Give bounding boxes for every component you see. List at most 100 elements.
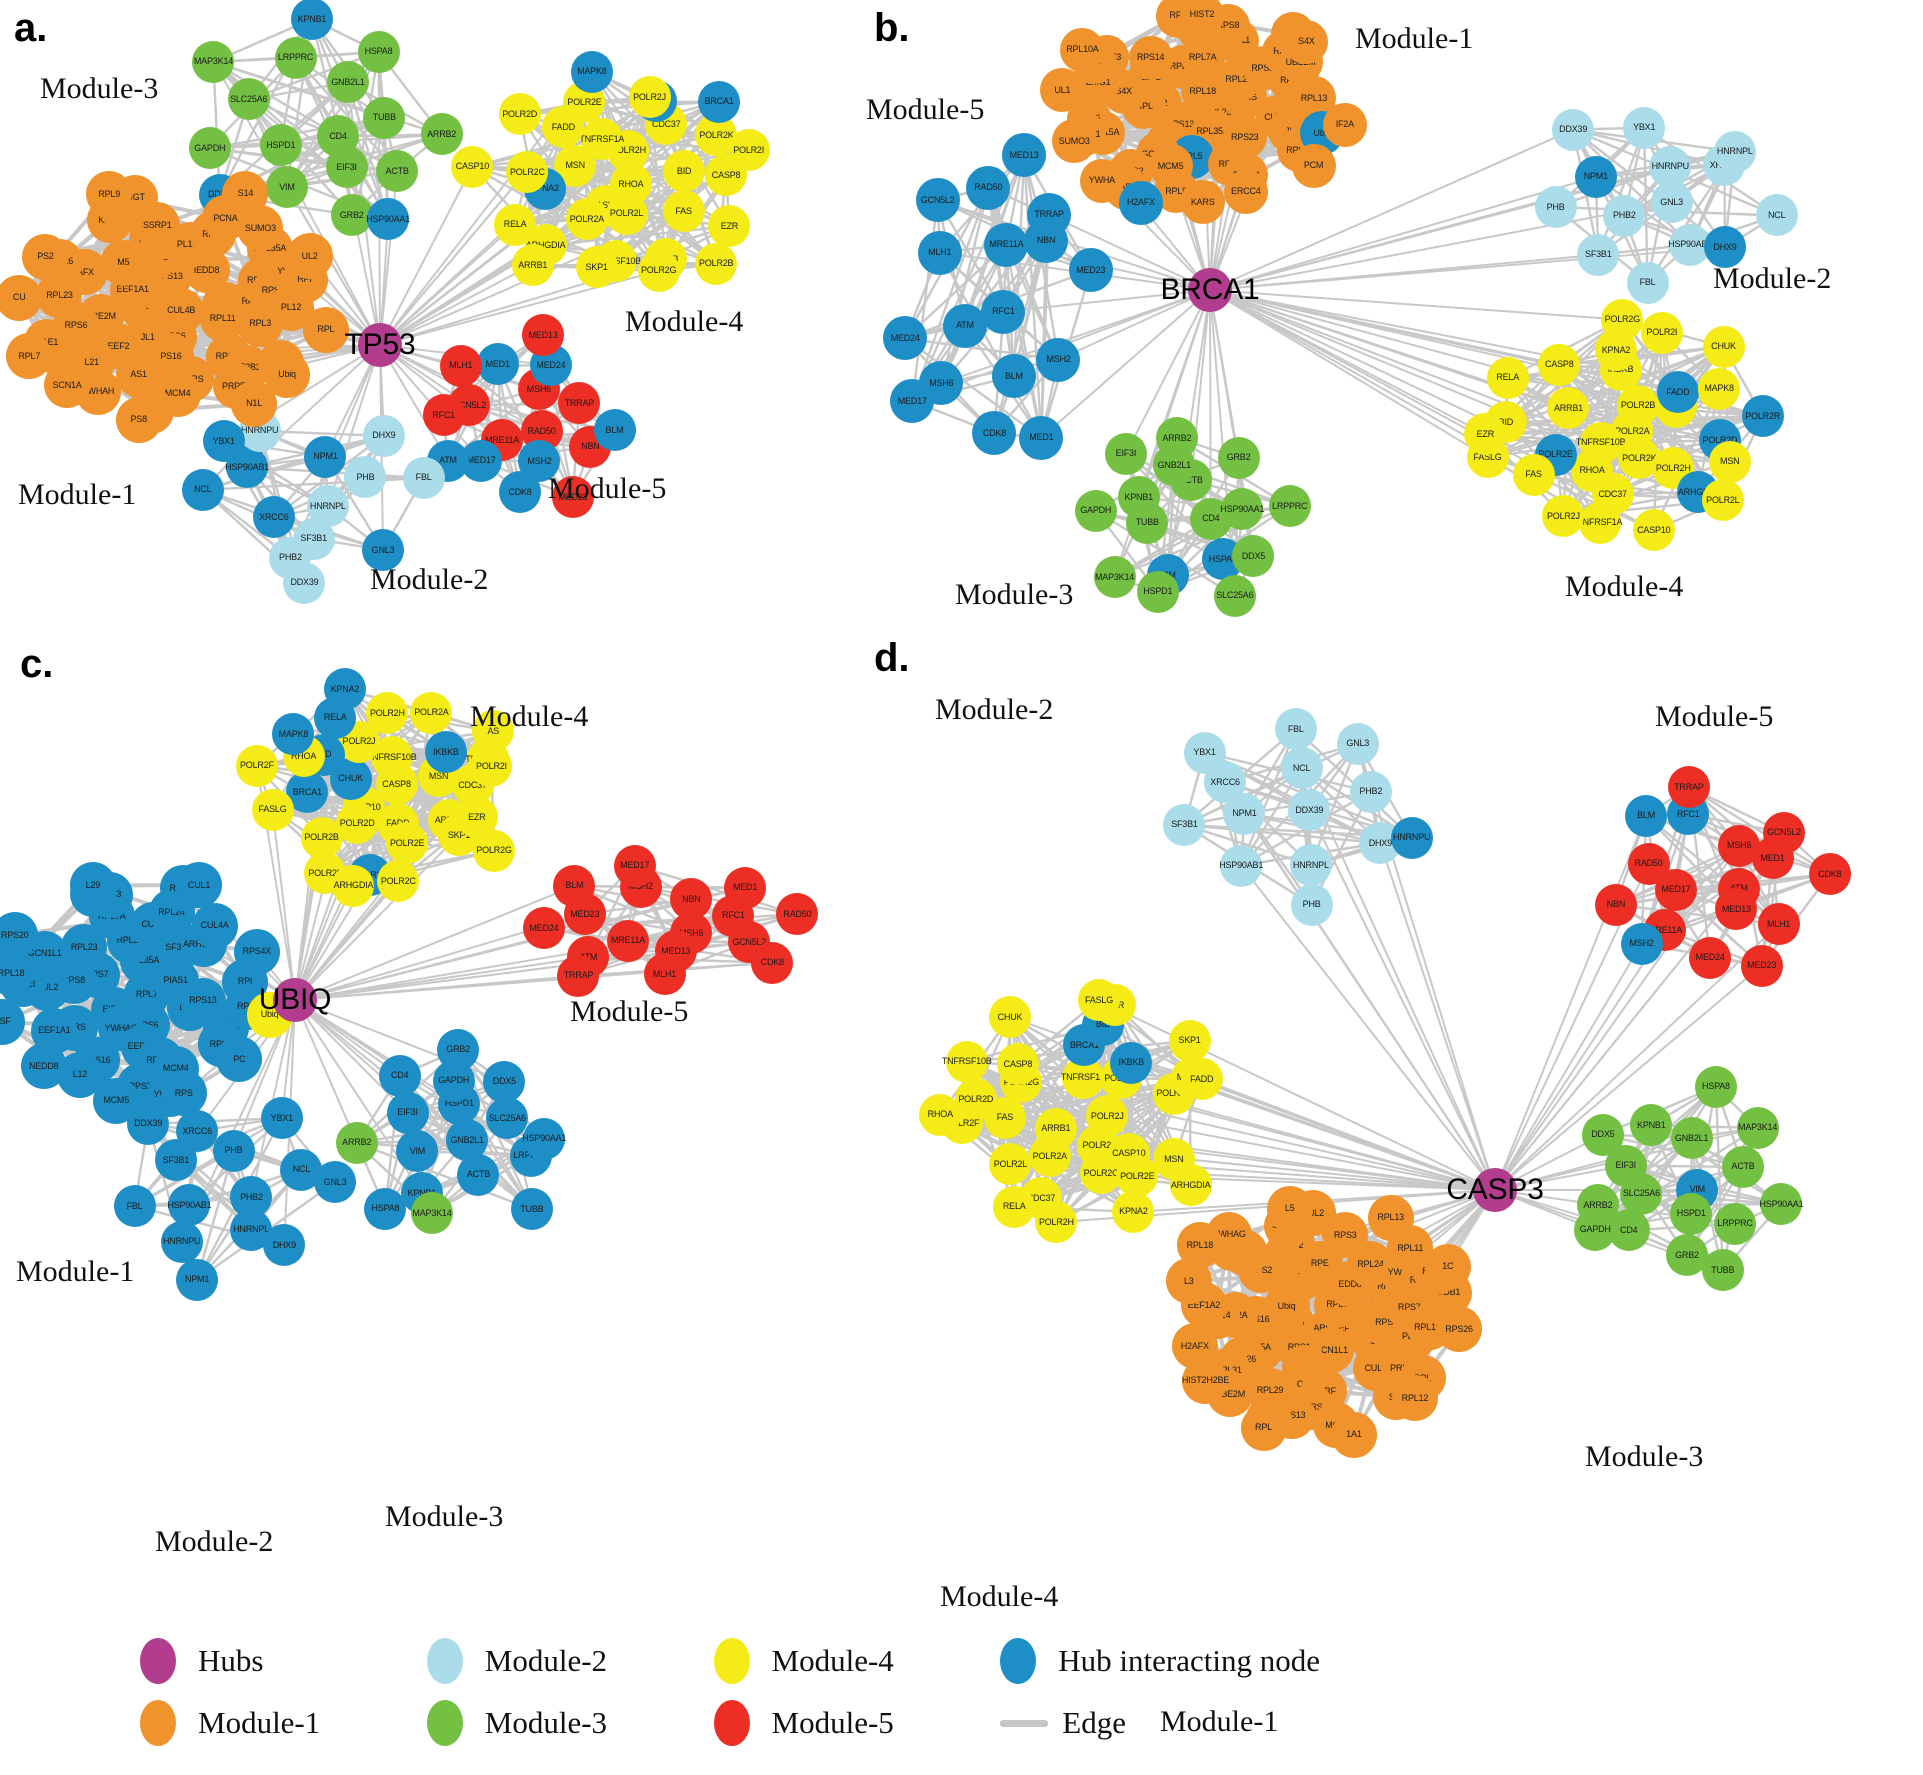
a-m4-mapk8[interactable]: MAPK8 (570, 50, 613, 93)
b-m4-fadd[interactable]: FADD (1656, 371, 1699, 414)
a-m4-polr2c[interactable]: POLR2C (506, 151, 549, 194)
b-m1-pcm[interactable]: PCM (1291, 143, 1336, 188)
d-m3-map3k14[interactable]: MAP3K14 (1736, 1106, 1779, 1149)
a-m2-phb[interactable]: PHB (344, 456, 387, 499)
a-m2-ybx1[interactable]: YBX1 (202, 420, 245, 463)
c-m1-rps[interactable]: RPS (160, 1070, 207, 1117)
a-m4-polr2d[interactable]: POLR2D (498, 93, 541, 136)
a-m4-ezr[interactable]: EZR (708, 205, 751, 248)
a-m2-fbl[interactable]: FBL (402, 456, 445, 499)
a-m3-gapdh[interactable]: GAPDH (188, 127, 231, 170)
b-m5-med23[interactable]: MED23 (1068, 248, 1113, 293)
b-m5-trrap[interactable]: TRRAP (1027, 192, 1072, 237)
d-m5-rad50[interactable]: RAD50 (1627, 842, 1670, 885)
a-m1-ul2[interactable]: UL2 (286, 233, 333, 280)
b-m4-polr2b[interactable]: POLR2B (1617, 384, 1660, 427)
b-m1-s4x[interactable]: S4X (1284, 19, 1329, 64)
d-m5-gcn5l2[interactable]: GCN5L2 (1762, 811, 1805, 854)
c-m4-polr2h[interactable]: POLR2H (366, 692, 409, 735)
b-m4-fas[interactable]: FAS (1512, 453, 1555, 496)
c-m5-mre11a[interactable]: MRE11A (607, 919, 650, 962)
c-m2-fbl[interactable]: FBL (113, 1185, 156, 1228)
b-m4-msn[interactable]: MSN (1708, 440, 1751, 483)
d-m1-rpl[interactable]: RPL (1240, 1404, 1287, 1451)
c-m3-actb[interactable]: ACTB (457, 1153, 500, 1196)
c-m2-hnrnpl[interactable]: HNRNPL (230, 1208, 273, 1251)
a-m5-med13[interactable]: MED13 (522, 314, 565, 357)
b-m5-mlh1[interactable]: MLH1 (917, 230, 962, 275)
d-m4-kpna2[interactable]: KPNA2 (1112, 1190, 1155, 1233)
b-m1-rps14[interactable]: RPS14 (1128, 35, 1173, 80)
a-m3-map3k14[interactable]: MAP3K14 (192, 40, 235, 83)
c-m4-as[interactable]: AS (472, 710, 515, 753)
a-m2-npm1[interactable]: NPM1 (304, 435, 347, 478)
a-m5-mlh1[interactable]: MLH1 (439, 344, 482, 387)
c-m1-rps4x[interactable]: RPS4X (233, 928, 280, 975)
b-m1-ywha[interactable]: YWHA (1079, 158, 1124, 203)
d-m1-rpl13[interactable]: RPL13 (1367, 1194, 1414, 1241)
c-m2-ybx1[interactable]: YBX1 (260, 1097, 303, 1140)
c-m3-vim[interactable]: VIM (396, 1130, 439, 1173)
c-m1-rps20[interactable]: RPS20 (0, 912, 38, 959)
c-m4-faslg[interactable]: FASLG (251, 788, 294, 831)
c-m3-tubb[interactable]: TUBB (510, 1188, 553, 1231)
a-m4-polr2a[interactable]: POLR2A (565, 198, 608, 241)
a-m1-rpl[interactable]: RPL (302, 306, 349, 353)
d-m5-med13[interactable]: MED13 (1715, 888, 1758, 931)
c-m5-med17[interactable]: MED17 (613, 844, 656, 887)
hub-node-tp53[interactable]: TP53 (345, 323, 416, 367)
c-m2-ddx39[interactable]: DDX39 (127, 1102, 170, 1145)
c-m3-cd4[interactable]: CD4 (378, 1054, 421, 1097)
c-m2-hsp90ab1[interactable]: HSP90AB1 (167, 1184, 212, 1227)
d-m2-phb2[interactable]: PHB2 (1349, 770, 1392, 813)
d-m2-ncl[interactable]: NCL (1280, 747, 1323, 790)
c-m2-gnl3[interactable]: GNL3 (314, 1161, 357, 1204)
d-m3-gapdh[interactable]: GAPDH (1574, 1208, 1617, 1251)
b-m1-ercc4[interactable]: ERCC4 (1223, 169, 1268, 214)
d-m1-hist2h2be[interactable]: HIST2H2BE (1182, 1357, 1229, 1404)
a-m1-cu[interactable]: CU (0, 274, 43, 321)
c-m4-kpna2[interactable]: KPNA2 (323, 668, 366, 711)
b-m3-grb2[interactable]: GRB2 (1217, 436, 1260, 479)
a-m1-rpl9[interactable]: RPL9 (86, 171, 133, 218)
b-m4-polr2i[interactable]: POLR2I (1640, 311, 1683, 354)
a-m3-lrpprc[interactable]: LRPPRC (274, 36, 317, 79)
b-m3-hsp90aa1[interactable]: HSP90AA1 (1220, 488, 1264, 531)
c-m5-trrap[interactable]: TRRAP (557, 954, 600, 997)
d-m3-hspa8[interactable]: HSPA8 (1694, 1065, 1737, 1108)
c-m3-map3k14[interactable]: MAP3K14 (410, 1192, 453, 1235)
a-m2-dhx9[interactable]: DHX9 (362, 414, 405, 457)
d-m2-sf3b1[interactable]: SF3B1 (1163, 803, 1206, 846)
d-m1-rpl18[interactable]: RPL18 (1176, 1222, 1223, 1269)
d-m2-gnl3[interactable]: GNL3 (1336, 722, 1379, 765)
a-m4-arrb1[interactable]: ARRB1 (511, 244, 554, 287)
d-m1-rpl12[interactable]: RPL12 (1391, 1375, 1438, 1422)
b-m2-hnrnpu[interactable]: HNRNPU (1649, 145, 1692, 188)
d-m1-rps26[interactable]: RPS26 (1436, 1306, 1483, 1353)
b-m3-lrpprc[interactable]: LRPPRC (1268, 485, 1311, 528)
a-m3-hspa8[interactable]: HSPA8 (357, 30, 400, 73)
d-m2-fbl[interactable]: FBL (1274, 708, 1317, 751)
b-m5-mre11a[interactable]: MRE11A (984, 222, 1029, 267)
a-m4-bid[interactable]: BID (663, 150, 706, 193)
b-m3-gapdh[interactable]: GAPDH (1074, 489, 1117, 532)
b-m2-ybx1[interactable]: YBX1 (1623, 106, 1666, 149)
b-m1-ul1[interactable]: UL1 (1040, 68, 1085, 113)
b-m1-hist2[interactable]: HIST2 (1179, 0, 1224, 37)
c-m4-polr2f[interactable]: POLR2F (235, 744, 278, 787)
a-m4-brca1[interactable]: BRCA1 (698, 80, 741, 123)
b-m1-sumo3[interactable]: SUMO3 (1052, 119, 1097, 164)
a-m5-cdk8[interactable]: CDK8 (499, 471, 542, 514)
c-m1-cul1[interactable]: CUL1 (176, 862, 223, 909)
a-m2-ncl[interactable]: NCL (181, 468, 224, 511)
b-m1-if2a[interactable]: IF2A (1322, 102, 1367, 147)
c-m4-mapk8[interactable]: MAPK8 (272, 713, 315, 756)
b-m5-gcn5l2[interactable]: GCN5L2 (915, 178, 960, 223)
c-m5-cdk8[interactable]: CDK8 (751, 941, 794, 984)
b-m2-fbl[interactable]: FBL (1626, 261, 1669, 304)
b-m3-arrb2[interactable]: ARRB2 (1155, 417, 1198, 460)
b-m4-rela[interactable]: RELA (1486, 356, 1529, 399)
c-m2-hnrnpu[interactable]: HNRNPU (160, 1220, 203, 1263)
d-m2-hnrnpl[interactable]: HNRNPL (1289, 844, 1332, 887)
d-m1-l5[interactable]: L5 (1266, 1185, 1313, 1232)
